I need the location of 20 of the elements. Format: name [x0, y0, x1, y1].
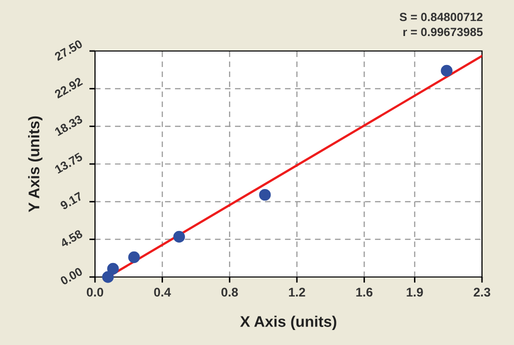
x-tick-label: 2.3: [474, 288, 490, 297]
y-tick-label: 0.00: [60, 267, 83, 286]
x-tick-label: 1.9: [406, 288, 423, 297]
y-tick-label: 4.58: [59, 229, 84, 248]
point: [102, 271, 114, 283]
point: [440, 64, 453, 77]
x-tick-label: 1.6: [356, 288, 372, 297]
x-tick-label: 0.4: [154, 288, 171, 297]
point: [259, 188, 271, 201]
y-axis-title: Y Axis (units): [28, 116, 42, 212]
x-tick-label: 1.2: [289, 288, 306, 296]
text: S = 0.84800712: [400, 12, 483, 22]
y-tick-label: 9.17: [60, 192, 83, 210]
point: [173, 230, 185, 243]
point: [107, 262, 119, 275]
point: [128, 251, 140, 264]
x-tick-label: 0.8: [221, 288, 238, 297]
x-tick-label: 0.0: [86, 288, 104, 297]
x-axis-title: X Axis (units): [240, 316, 336, 330]
text: r = 0.99673985: [403, 28, 483, 36]
